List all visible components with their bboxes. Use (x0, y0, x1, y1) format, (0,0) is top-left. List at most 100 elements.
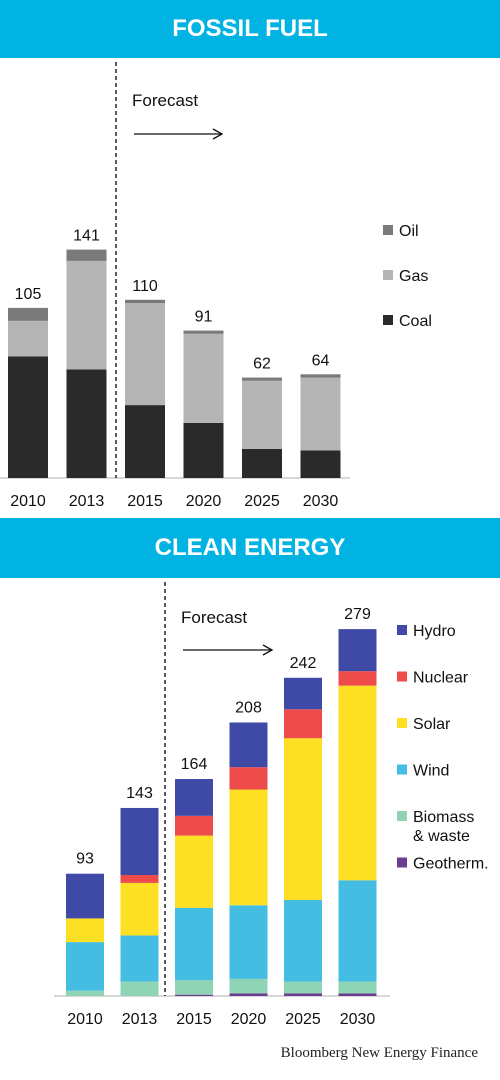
forecast-arrow-icon (183, 644, 274, 656)
legend-swatch-geotherm (397, 857, 407, 868)
bar-wind-2013 (120, 935, 159, 982)
bar-coal-2013 (66, 369, 107, 478)
bar-biomass-waste-2010 (66, 990, 104, 996)
bar-hydro-2015 (175, 779, 213, 816)
bar-gas-2025 (242, 380, 282, 449)
bar-solar-2030 (338, 685, 377, 881)
bar-coal-2020 (183, 422, 224, 478)
fossil-fuel-title: FOSSIL FUEL (0, 0, 500, 58)
bar-solar-2020 (229, 789, 268, 906)
legend-label-coal: Coal (399, 313, 432, 330)
legend-swatch-nuclear (397, 671, 407, 682)
bar-coal-2015 (125, 405, 165, 478)
bar-hydro-2020 (229, 722, 268, 768)
bar-biomass-waste-2020 (229, 978, 268, 994)
clean-energy-title: CLEAN ENERGY (0, 518, 500, 578)
total-label-2020: 208 (235, 699, 262, 716)
legend-swatch-gas (383, 270, 393, 280)
bar-hydro-2025 (284, 677, 322, 710)
legend-swatch-oil (383, 225, 393, 235)
legend-label-wind: Wind (413, 763, 449, 780)
bar-solar-2010 (66, 918, 104, 943)
total-label-2030: 64 (312, 352, 330, 369)
total-label-2030: 279 (344, 606, 371, 623)
bar-nuclear-2030 (338, 671, 377, 686)
bar-coal-2030 (300, 450, 341, 478)
x-tick-label-2010: 2010 (67, 1011, 103, 1028)
bar-gas-2015 (125, 303, 165, 406)
total-label-2013: 143 (126, 785, 153, 802)
bar-solar-2013 (120, 882, 159, 936)
bar-wind-2020 (229, 905, 268, 979)
x-tick-label-2013: 2013 (69, 493, 105, 510)
legend-label-geotherm: Geotherm. (413, 856, 489, 873)
source-credit: Bloomberg New Energy Finance (280, 1045, 478, 1061)
x-tick-label-2013: 2013 (122, 1011, 158, 1028)
legend-swatch-biomass-waste (397, 811, 407, 821)
total-label-2010: 93 (76, 851, 94, 868)
bar-wind-2015 (175, 907, 213, 981)
bar-nuclear-2015 (175, 815, 213, 836)
bar-biomass-waste-2013 (120, 981, 159, 996)
total-label-2013: 141 (73, 228, 100, 245)
x-tick-label-2015: 2015 (127, 493, 163, 510)
total-label-2020: 91 (195, 309, 213, 326)
bar-biomass-waste-2030 (338, 981, 377, 994)
bar-coal-2010 (8, 356, 48, 478)
bar-oil-2015 (125, 299, 165, 304)
legend-label-nuclear: Nuclear (413, 670, 469, 687)
x-tick-label-2010: 2010 (10, 493, 46, 510)
legend-label-oil: Oil (399, 223, 419, 240)
legend-swatch-hydro (397, 625, 407, 635)
bar-hydro-2030 (338, 629, 377, 672)
bar-wind-2025 (284, 900, 322, 982)
bar-oil-2025 (242, 377, 282, 381)
legend-swatch-wind (397, 764, 407, 775)
x-tick-label-2030: 2030 (303, 493, 339, 510)
bar-gas-2020 (183, 333, 224, 423)
bar-wind-2030 (338, 880, 377, 982)
total-label-2010: 105 (15, 286, 42, 303)
bar-biomass-waste-2015 (175, 980, 213, 995)
legend-label-biomass-waste: Biomass & waste (413, 809, 474, 845)
bar-oil-2013 (66, 249, 107, 261)
bar-nuclear-2025 (284, 709, 322, 739)
forecast-arrow-icon (134, 128, 224, 140)
total-label-2015: 110 (132, 278, 158, 295)
bar-oil-2020 (183, 330, 224, 334)
bar-oil-2030 (300, 374, 341, 378)
fossil-fuel-chart: 105 2010 141 2013 110 2015 91 2020 62 2025 64 2030 F… (0, 62, 432, 510)
legend-label-gas: Gas (399, 268, 428, 285)
bar-oil-2010 (8, 307, 48, 321)
total-label-2015: 164 (181, 756, 208, 773)
bar-biomass-waste-2025 (284, 981, 322, 994)
x-tick-label-2015: 2015 (176, 1011, 212, 1028)
bar-geotherm-2030 (338, 993, 377, 996)
bar-hydro-2013 (120, 807, 159, 876)
legend-swatch-coal (383, 315, 393, 325)
bar-nuclear-2013 (120, 875, 159, 883)
bar-geotherm-2015 (175, 994, 213, 996)
total-label-2025: 62 (253, 356, 271, 373)
bar-geotherm-2025 (284, 993, 322, 996)
bar-gas-2013 (66, 260, 107, 370)
x-tick-label-2020: 2020 (186, 493, 222, 510)
bar-nuclear-2020 (229, 767, 268, 790)
legend-label-solar: Solar (413, 716, 451, 733)
legend-swatch-solar (397, 718, 407, 728)
legend-label-hydro: Hydro (413, 623, 456, 640)
x-tick-label-2030: 2030 (340, 1011, 376, 1028)
bar-geotherm-2020 (229, 993, 268, 996)
total-label-2025: 242 (290, 655, 317, 672)
forecast-label: Forecast (181, 608, 247, 627)
clean-energy-chart: 93 2010 143 2013 164 2015 208 2020 242 2025 279 203… (54, 582, 489, 1028)
bar-solar-2015 (175, 835, 213, 908)
bar-solar-2025 (284, 738, 322, 901)
forecast-label: Forecast (132, 91, 198, 110)
x-tick-label-2025: 2025 (244, 493, 280, 510)
bar-wind-2010 (66, 942, 104, 991)
bar-gas-2030 (300, 377, 341, 451)
bar-gas-2010 (8, 320, 48, 357)
x-tick-label-2020: 2020 (231, 1011, 267, 1028)
x-tick-label-2025: 2025 (285, 1011, 321, 1028)
